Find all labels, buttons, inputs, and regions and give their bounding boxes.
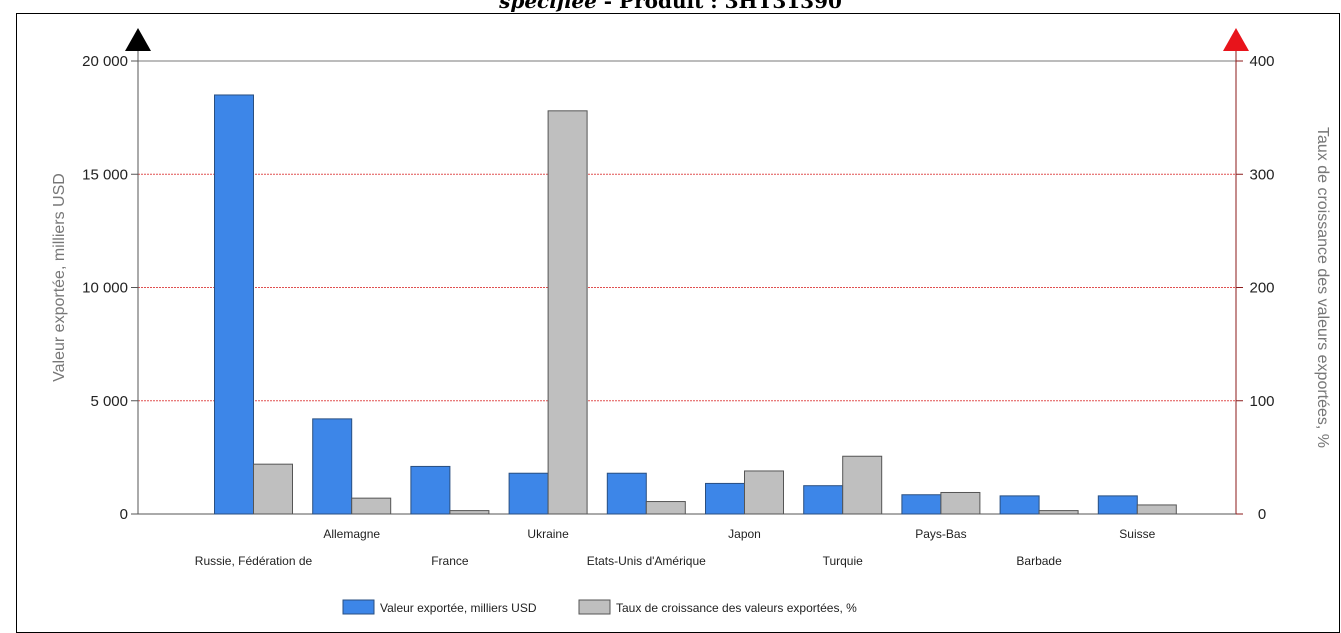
- bar-export-value: [901, 494, 942, 515]
- bar-growth-rate: [744, 470, 784, 515]
- bar-export-value: [410, 465, 451, 515]
- category-label: France: [431, 554, 469, 568]
- bar-export-value: [1097, 495, 1138, 515]
- bar-growth-rate: [253, 463, 293, 515]
- bar-export-value: [214, 94, 254, 515]
- bar-export-value: [705, 482, 745, 515]
- left-axis-arrow-icon: [125, 28, 151, 51]
- bar-growth-rate: [842, 455, 883, 515]
- category-label: Pays-Bas: [915, 527, 966, 541]
- category-label: Japon: [728, 527, 761, 541]
- title-italic-part: spécifiée: [499, 0, 597, 13]
- bar-export-value: [606, 472, 647, 515]
- bar-export-value: [803, 485, 844, 515]
- bar-export-value: [508, 472, 549, 515]
- bar-growth-rate: [645, 501, 686, 515]
- legend-swatch-growth-rate: [578, 599, 611, 615]
- left-tick-label: 10 000: [82, 280, 128, 297]
- category-label: Russie, Fédération de: [195, 554, 313, 568]
- bar-growth-rate: [547, 110, 588, 515]
- left-tick-label: 15 000: [82, 166, 128, 183]
- category-label: Turquie: [823, 554, 864, 568]
- bar-growth-rate: [1038, 510, 1079, 515]
- right-tick-label: 300: [1249, 166, 1274, 183]
- right-tick-label: 400: [1249, 53, 1274, 70]
- category-label: Etats-Unis d'Amérique: [587, 554, 706, 568]
- left-axis-title: Valeur exportée, milliers USD: [51, 173, 68, 382]
- bar-growth-rate: [449, 510, 490, 515]
- bar-growth-rate: [1136, 504, 1177, 515]
- right-axis-title: Taux de croissance des valeurs exportées…: [1314, 127, 1331, 448]
- legend-label-growth-rate: Taux de croissance des valeurs exportées…: [616, 601, 857, 615]
- category-label: Ukraine: [527, 527, 569, 541]
- right-tick-label: 0: [1258, 506, 1266, 523]
- category-label: Suisse: [1119, 527, 1155, 541]
- title-product-part: - Produit : 3HT31390: [596, 0, 842, 13]
- left-tick-label: 20 000: [82, 53, 128, 70]
- bar-export-value: [999, 495, 1040, 515]
- legend-label-export-value: Valeur exportée, milliers USD: [380, 601, 537, 615]
- category-label: Barbade: [1016, 554, 1062, 568]
- right-tick-label: 200: [1249, 280, 1274, 297]
- page-title: spécifiée - Produit : 3HT31390: [0, 0, 1341, 13]
- bar-export-value: [312, 418, 353, 515]
- right-axis-arrow-icon: [1223, 28, 1249, 51]
- category-label: Allemagne: [323, 527, 380, 541]
- right-tick-label: 100: [1249, 393, 1274, 410]
- bar-growth-rate: [351, 497, 392, 515]
- left-tick-label: 0: [120, 506, 128, 523]
- bar-growth-rate: [940, 491, 981, 515]
- legend-swatch-export-value: [342, 599, 375, 615]
- left-tick-label: 5 000: [90, 393, 128, 410]
